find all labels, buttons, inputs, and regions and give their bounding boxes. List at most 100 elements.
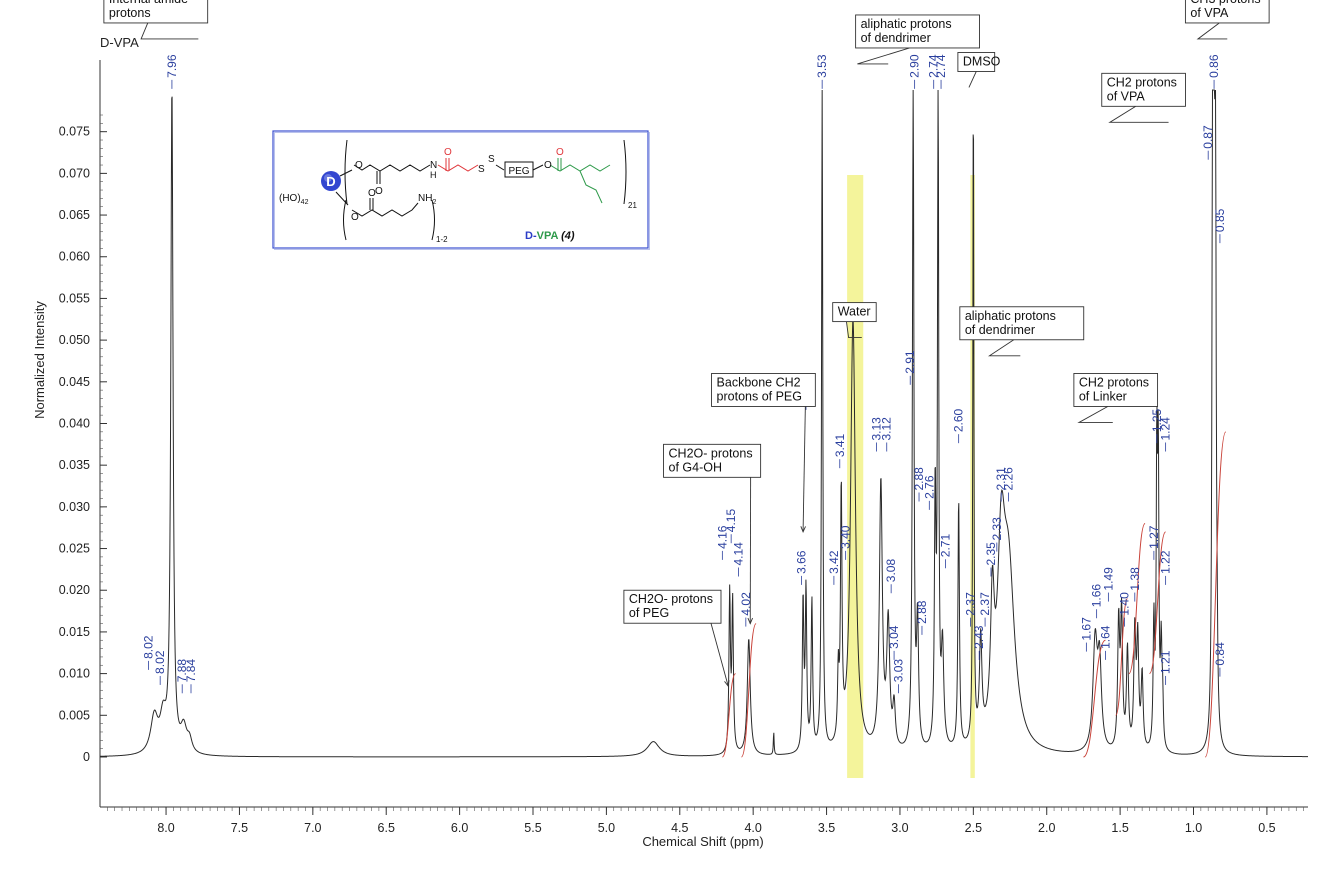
- peg-label: PEG: [508, 166, 529, 177]
- peak-label: 1.49: [1101, 567, 1115, 602]
- peak-label: 2.74: [934, 54, 948, 89]
- integral-curve-3: [1115, 598, 1128, 716]
- annotation-text: of VPA: [1190, 6, 1229, 20]
- integral-curve-1: [740, 623, 757, 758]
- y-tick-label: 0.065: [59, 208, 90, 222]
- peak-label: 2.37: [978, 592, 992, 627]
- peak-label-text: 2.60: [952, 408, 966, 432]
- peak-label-text: 7.84: [184, 659, 198, 683]
- annotation-text: of dendrimer: [861, 31, 931, 45]
- peak-label-text: 2.37: [978, 592, 992, 616]
- peak-label: 2.88: [912, 467, 926, 502]
- peak-label-text: 3.04: [887, 625, 901, 649]
- y-tick-label: 0.060: [59, 250, 90, 264]
- x-tick-label: 3.5: [818, 821, 835, 835]
- peak-label: 2.33: [990, 517, 1004, 552]
- peak-label: 2.76: [922, 475, 936, 510]
- peak-label: 1.67: [1079, 617, 1093, 652]
- x-tick-label: 4.0: [744, 821, 761, 835]
- peak-label: 1.40: [1118, 592, 1132, 627]
- peak-label: 3.66: [795, 550, 809, 585]
- peak-label: 4.14: [731, 542, 745, 577]
- annotation-box: [1073, 373, 1159, 407]
- annotation-text: of G4-OH: [669, 460, 723, 474]
- compound-name: D-VPA (4): [525, 230, 575, 242]
- annotation-text: aliphatic protons: [965, 309, 1056, 323]
- peak-label: 3.40: [839, 525, 853, 560]
- peak-label: 8.02: [153, 650, 167, 685]
- repeat-outer: 21: [628, 201, 637, 210]
- peak-label-text: 3.12: [880, 417, 894, 441]
- peak-label: 2.91: [903, 350, 917, 385]
- peak-label-text: 1.49: [1101, 567, 1115, 591]
- peak-label: 3.03: [891, 659, 905, 694]
- y-tick-label: 0.035: [59, 458, 90, 472]
- peak-label-text: 1.66: [1090, 584, 1104, 608]
- y-tick-label: 0.005: [59, 708, 90, 722]
- svg-text:S: S: [488, 154, 495, 165]
- peak-label-text: 2.33: [990, 517, 1004, 541]
- annotation-2: DMSO: [957, 52, 1001, 88]
- annotation-text: CH2 protons: [1079, 375, 1149, 389]
- peak-label: 2.31: [994, 467, 1008, 502]
- annotation-arrowhead: [724, 680, 730, 688]
- peak-label-text: 2.90: [908, 54, 922, 78]
- annotation-box: [103, 0, 209, 24]
- integral-curve-0: [721, 673, 737, 758]
- y-tick-label: 0.055: [59, 291, 90, 305]
- integral-curve-5: [1149, 531, 1167, 675]
- integral-curve-6: [1204, 431, 1227, 758]
- x-tick-label: 1.5: [1111, 821, 1128, 835]
- peak-label-text: 1.22: [1159, 550, 1173, 574]
- peak-label: 2.60: [952, 408, 966, 444]
- peak-label-text: 1.24: [1159, 417, 1173, 441]
- peak-label: 8.02: [141, 635, 155, 670]
- svg-text:O: O: [556, 147, 564, 158]
- peak-label-text: 0.87: [1201, 125, 1215, 149]
- annotation-text: DMSO: [963, 54, 1001, 68]
- annotation-text: CH2 protons: [1107, 75, 1177, 89]
- peak-label: 1.66: [1090, 584, 1104, 619]
- annotation-text: CH3 protons: [1190, 0, 1260, 6]
- x-tick-label: 0.5: [1258, 821, 1275, 835]
- annotation-text: Internal amide: [109, 0, 188, 6]
- annotation-0: Internal amideprotons: [103, 0, 209, 40]
- annotation-text: of dendrimer: [965, 323, 1035, 337]
- peak-label-text: 1.21: [1159, 650, 1173, 674]
- amine-label: NH2: [418, 193, 436, 206]
- y-tick-label: 0.045: [59, 375, 90, 389]
- peak-label-text: 1.38: [1128, 567, 1142, 591]
- integral-curve-4: [1128, 523, 1146, 675]
- peak-label-text: 2.43: [972, 625, 986, 649]
- peak-label-text: 1.40: [1118, 592, 1132, 616]
- annotation-text: CH2O- protons: [669, 446, 753, 460]
- peak-label-text: 2.88: [915, 600, 929, 624]
- y-axis-label: Normalized Intensity: [32, 301, 47, 419]
- peak-label: 2.88: [915, 600, 929, 635]
- y-tick-label: 0.020: [59, 583, 90, 597]
- peak-label: 3.41: [833, 433, 847, 469]
- peak-label: 1.25: [1150, 408, 1164, 444]
- peak-label-text: 3.08: [884, 559, 898, 583]
- annotation-text: Backbone CH2: [717, 375, 801, 389]
- peak-label-text: 3.42: [827, 550, 841, 574]
- peak-label-text: 2.31: [994, 467, 1008, 491]
- peak-label: 7.96: [165, 54, 179, 89]
- axes: 0 0.005 0.010 0.015 0.020 0.025 0.030 0.035 0.04…: [59, 60, 1308, 835]
- peak-label-text: 7.88: [175, 659, 189, 683]
- x-tick-label: 8.0: [157, 821, 174, 835]
- peak-label: 3.12: [880, 417, 894, 452]
- y-tick-label: 0.030: [59, 500, 90, 514]
- x-tick-label: 7.5: [231, 821, 248, 835]
- y-tick-label: 0.075: [59, 125, 90, 139]
- annotation-bracket: [857, 47, 910, 65]
- x-tick-label: 5.0: [598, 821, 615, 835]
- peak-label-text: 4.15: [724, 509, 738, 533]
- peak-label: 1.38: [1128, 567, 1142, 602]
- annotation-bracket: [1077, 406, 1113, 423]
- annotation-box: [711, 373, 816, 407]
- peak-label-text: 2.26: [1002, 467, 1016, 491]
- x-tick-label: 2.0: [1038, 821, 1055, 835]
